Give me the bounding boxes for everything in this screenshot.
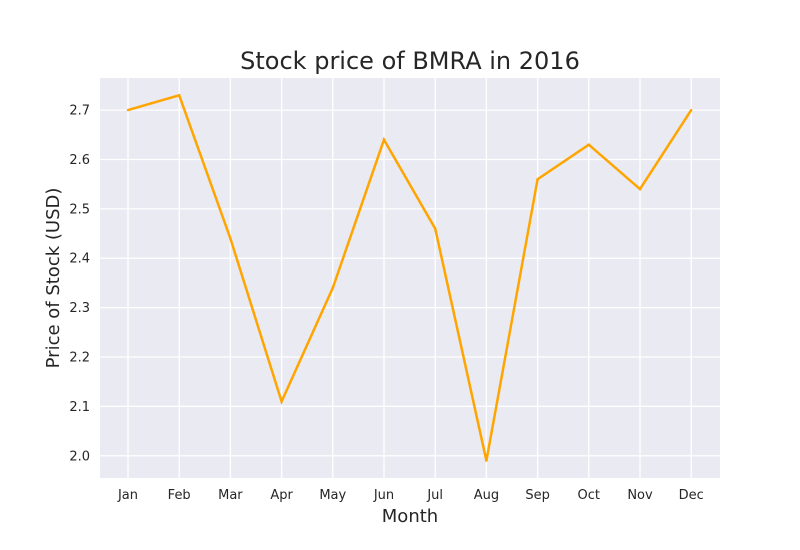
y-tick-label: 2.2 — [69, 351, 90, 366]
chart-title: Stock price of BMRA in 2016 — [240, 47, 580, 75]
x-tick-label: May — [319, 488, 346, 503]
price-series-line — [127, 93, 693, 461]
y-tick-label: 2.6 — [69, 153, 90, 168]
data-point-apr — [280, 400, 283, 403]
x-tick-label: Sep — [525, 488, 550, 503]
data-point-sep — [536, 178, 539, 181]
x-tick-label: Nov — [627, 488, 653, 503]
x-tick-label: Oct — [578, 488, 600, 503]
y-tick-label: 2.3 — [69, 301, 90, 316]
data-point-mar — [229, 237, 232, 240]
data-point-aug — [485, 459, 488, 462]
x-tick-label: Mar — [218, 488, 243, 503]
data-point-dec — [690, 108, 693, 112]
x-tick-label: Feb — [168, 488, 191, 503]
data-point-jan — [126, 108, 130, 112]
x-axis-title: Month — [382, 506, 438, 527]
data-point-nov — [638, 187, 642, 191]
data-point-may — [331, 286, 334, 290]
data-point-jun — [382, 138, 386, 141]
series-layer — [126, 93, 693, 462]
y-tick-label: 2.7 — [69, 104, 90, 119]
x-tick-label: Dec — [679, 488, 704, 503]
data-point-oct — [587, 143, 590, 146]
plot-area — [100, 78, 720, 478]
y-axis-ticks: 2.0 2.1 2.2 2.3 2.4 2.5 2.6 2.7 — [69, 104, 90, 465]
y-tick-label: 2.5 — [69, 202, 90, 217]
x-tick-label: Jan — [117, 488, 138, 503]
x-axis-ticks: Jan Feb Mar Apr May Jun Jul Aug Sep Oct Nov Dec — [117, 488, 704, 503]
y-axis-title: Price of Stock (USD) — [43, 188, 64, 369]
x-tick-label: Apr — [270, 488, 293, 503]
y-tick-label: 2.0 — [69, 449, 90, 464]
x-tick-label: Jul — [426, 488, 443, 503]
grid — [100, 78, 720, 478]
x-tick-label: Aug — [474, 488, 499, 503]
data-point-feb — [178, 94, 181, 97]
y-tick-label: 2.4 — [69, 252, 90, 267]
data-point-jul — [434, 227, 437, 230]
y-tick-label: 2.1 — [69, 400, 90, 415]
x-tick-label: Jun — [373, 488, 394, 503]
